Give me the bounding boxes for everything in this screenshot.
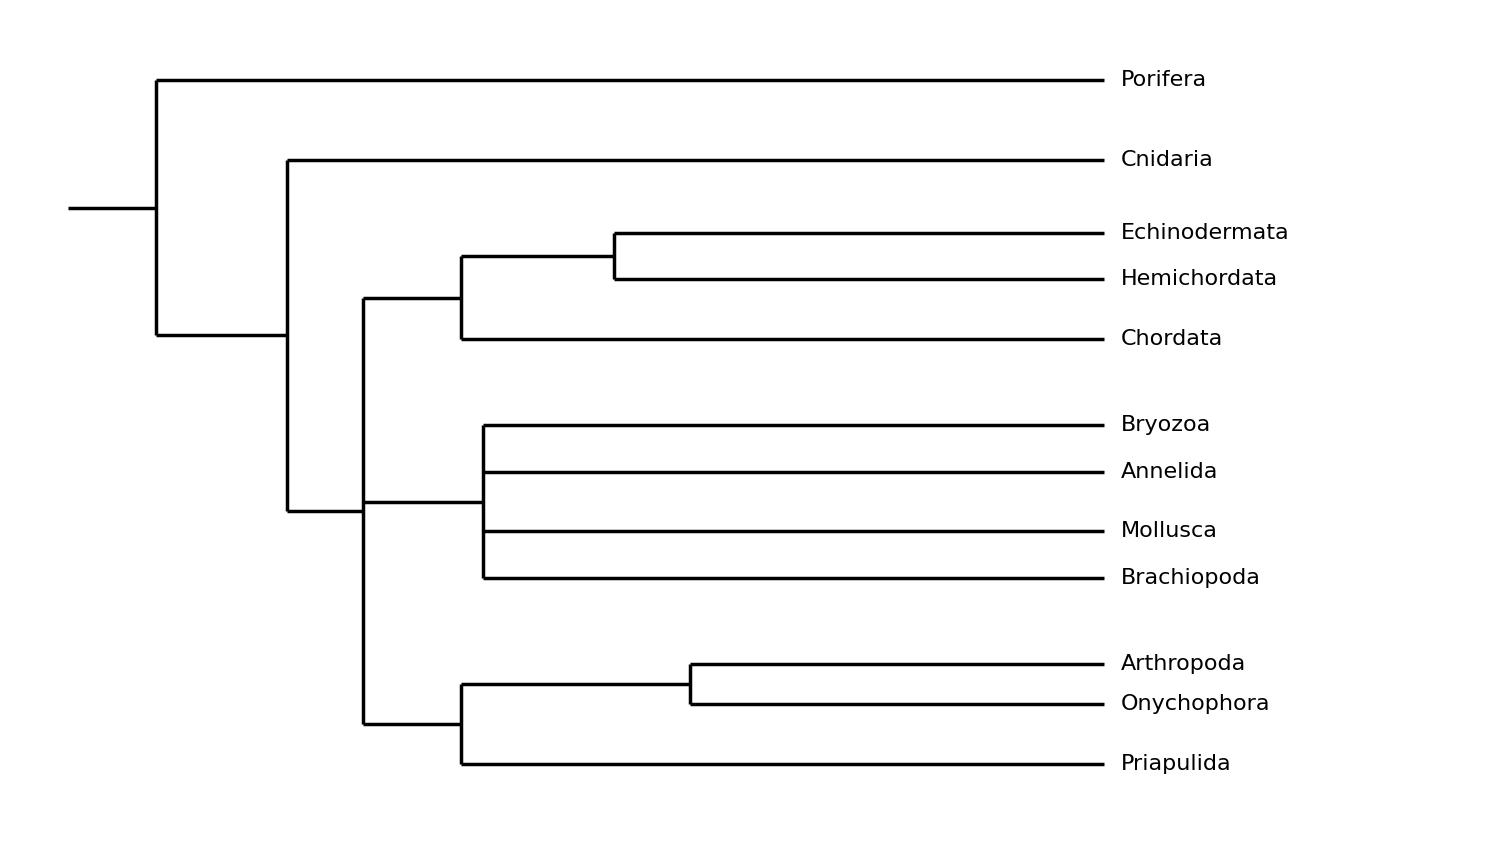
Text: Chordata: Chordata	[1120, 329, 1222, 349]
Text: Mollusca: Mollusca	[1120, 522, 1218, 542]
Text: Porifera: Porifera	[1120, 70, 1208, 90]
Text: Annelida: Annelida	[1120, 462, 1218, 482]
Text: Onychophora: Onychophora	[1120, 694, 1270, 714]
Text: Hemichordata: Hemichordata	[1120, 269, 1278, 289]
Text: Echinodermata: Echinodermata	[1120, 223, 1290, 243]
Text: Arthropoda: Arthropoda	[1120, 654, 1246, 674]
Text: Cnidaria: Cnidaria	[1120, 150, 1214, 170]
Text: Priapulida: Priapulida	[1120, 754, 1232, 774]
Text: Brachiopoda: Brachiopoda	[1120, 568, 1260, 588]
Text: Bryozoa: Bryozoa	[1120, 415, 1210, 436]
